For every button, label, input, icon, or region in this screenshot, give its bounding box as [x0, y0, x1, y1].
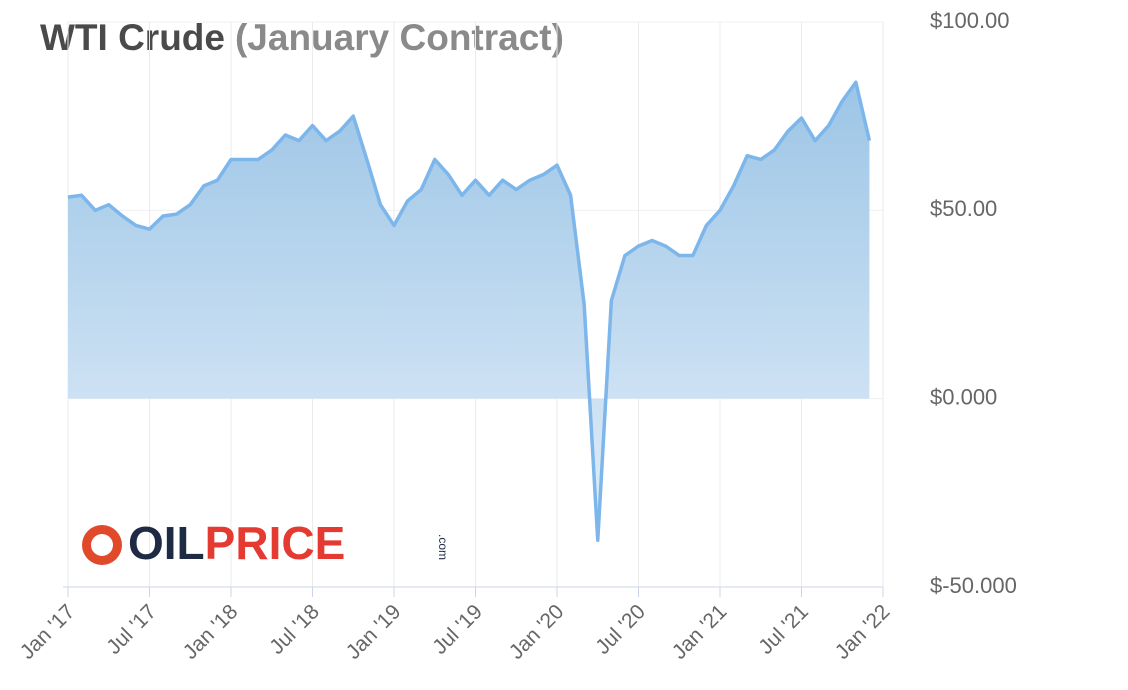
logo-price: PRICE — [205, 517, 346, 569]
x-tick-label: Jan '20 — [505, 600, 569, 664]
y-tick-label: $-50.000 — [930, 573, 1017, 598]
title-main: WTI Crude — [40, 17, 225, 58]
chart-title: WTI Crude (January Contract) — [40, 17, 564, 58]
x-tick-label: Jan '22 — [831, 600, 895, 664]
title-sub: (January Contract) — [235, 17, 564, 58]
x-tick-label: Jul '20 — [591, 600, 650, 659]
y-tick-label: $0.000 — [930, 384, 997, 409]
x-tick-label: Jul '21 — [754, 600, 813, 659]
y-tick-label: $50.00 — [930, 196, 997, 221]
x-tick-label: Jul '17 — [102, 600, 161, 659]
x-tick-label: Jan '21 — [668, 600, 732, 664]
area — [68, 82, 870, 541]
line — [67, 80, 872, 543]
x-tick-label: Jul '18 — [265, 600, 324, 659]
x-tick-label: Jan '19 — [342, 600, 406, 664]
logo-text: OILPRICE — [128, 517, 345, 569]
x-tick-label: Jan '17 — [16, 600, 80, 664]
logo-oil: OIL — [128, 517, 205, 569]
logo-suffix: .com — [436, 534, 450, 560]
x-tick-label: Jul '19 — [428, 600, 487, 659]
logo: OILPRICE .com — [82, 517, 450, 569]
x-tick-label: Jan '18 — [179, 600, 243, 664]
logo-icon-inner — [91, 534, 113, 556]
y-tick-label: $100.00 — [930, 8, 1010, 33]
